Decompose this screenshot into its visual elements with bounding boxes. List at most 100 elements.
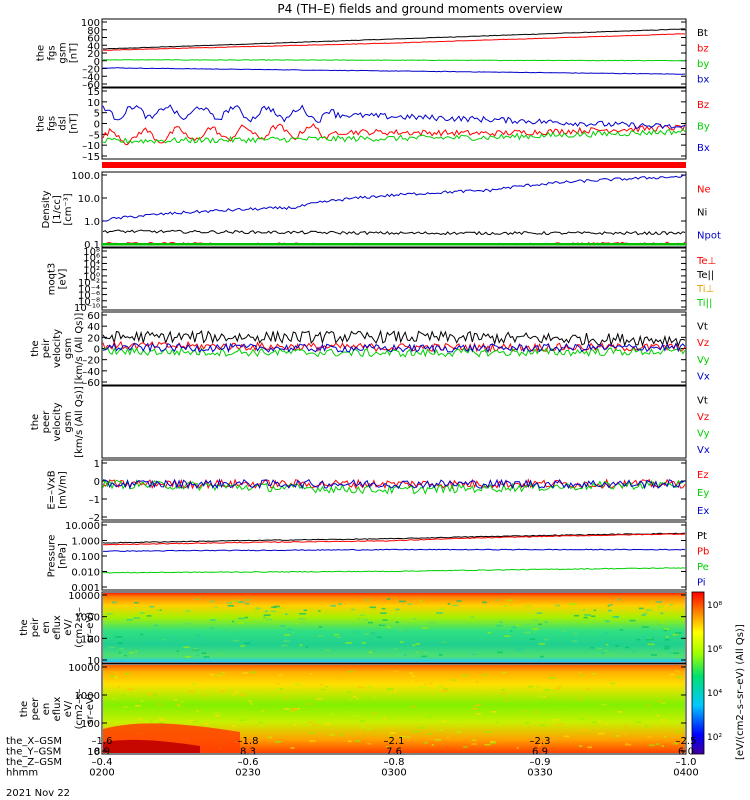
heatmap-speck	[347, 691, 352, 693]
legend-Pe: Pe	[697, 562, 709, 573]
heatmap-speck	[309, 740, 316, 742]
heatmap-speck	[239, 693, 246, 696]
heatmap-speck	[293, 724, 297, 726]
heatmap-speck	[593, 609, 597, 612]
heatmap-speck	[510, 630, 513, 632]
heatmap-speck	[538, 690, 541, 692]
series-Pe	[102, 567, 686, 574]
heatmap-speck	[191, 683, 197, 685]
heatmap-speck	[582, 729, 589, 731]
heatmap-speck	[381, 607, 386, 610]
heatmap-speck	[312, 724, 319, 726]
heatmap-speck	[363, 619, 369, 621]
ytick-label: 60	[87, 34, 100, 45]
legend-Pb: Pb	[697, 546, 709, 557]
heatmap-speck	[290, 747, 295, 749]
y-axis-label: Pressure[nPa]	[47, 535, 69, 578]
ytick-label: 10²	[83, 266, 100, 277]
heatmap-speck	[590, 615, 596, 618]
y-axis-label-line: [km/s (All Qs)]	[74, 386, 85, 458]
series-Pi	[102, 548, 686, 552]
legend-bx: bx	[697, 74, 709, 85]
heatmap-speck	[251, 692, 258, 695]
heatmap-speck	[226, 602, 233, 604]
legend-Te||: Te||	[696, 270, 714, 281]
heatmap-speck	[578, 698, 582, 700]
heatmap-speck	[111, 697, 118, 700]
heatmap-speck	[608, 609, 612, 612]
colorbar-tick-label: 10⁸	[707, 601, 722, 611]
heatmap-speck	[367, 686, 372, 688]
heatmap-speck	[250, 671, 257, 673]
heatmap-speck	[516, 624, 519, 627]
heatmap-speck	[149, 720, 153, 722]
heatmap-speck	[278, 674, 283, 676]
ytick-label: 10⁴	[83, 259, 100, 270]
orbit-value: 0400	[673, 768, 698, 779]
heatmap-speck	[656, 601, 663, 603]
heatmap-speck	[263, 616, 266, 619]
heatmap-speck	[388, 735, 391, 738]
heatmap-speck	[196, 634, 200, 636]
heatmap-speck	[543, 695, 546, 698]
heatmap-speck	[230, 600, 237, 603]
ytick-label: 60	[87, 311, 100, 322]
ytick-label: 0	[94, 345, 100, 356]
heatmap-speck	[590, 646, 594, 649]
heatmap-speck	[412, 730, 419, 733]
legend-Ey: Ey	[697, 488, 709, 499]
heatmap-speck	[540, 724, 546, 727]
ytick-label: 15	[87, 87, 100, 98]
ytick-label: 0.001	[71, 583, 100, 594]
ytick-label: 10⁻¹⁰	[74, 303, 100, 314]
y-axis-label-line: en	[41, 703, 52, 716]
heatmap-speck	[526, 624, 531, 626]
y-axis-label-line: the	[19, 619, 30, 635]
colorbar: 10⁸ 10⁶ 10⁴ 10² [eV/(cm2–s–sr–eV) (All Qs)]	[691, 591, 746, 760]
heatmap-speck	[389, 732, 396, 734]
heatmap-speck	[442, 641, 448, 644]
heatmap-speck	[523, 710, 526, 713]
heatmap-speck	[471, 707, 478, 710]
heatmap-speck	[592, 673, 597, 675]
heatmap-speck	[441, 720, 447, 723]
status-bar-red	[102, 162, 686, 168]
heatmap-speck	[232, 620, 235, 623]
heatmap-speck	[659, 624, 663, 626]
heatmap-speck	[428, 682, 433, 685]
heatmap-speck	[550, 700, 557, 703]
heatmap-speck	[587, 688, 590, 690]
heatmap-speck	[669, 652, 672, 654]
heatmap-speck	[625, 743, 632, 746]
heatmap-speck	[183, 711, 189, 713]
heatmap-speck	[185, 610, 190, 612]
heatmap-speck	[110, 678, 114, 680]
heatmap-speck	[283, 710, 288, 712]
heatmap-speck	[146, 615, 152, 617]
heatmap-speck	[338, 603, 342, 605]
colorbar-label: [eV/(cm2–s–sr–eV) (All Qs)]	[735, 624, 746, 760]
y-axis-label-line: velocity	[52, 402, 63, 441]
heatmap-speck	[354, 714, 358, 717]
heatmap-speck	[305, 646, 309, 648]
heatmap-speck	[292, 639, 299, 641]
heatmap-speck	[539, 655, 544, 658]
heatmap-speck	[303, 609, 308, 612]
legend-Vt: Vt	[697, 321, 708, 332]
heatmap-speck	[258, 721, 263, 724]
heatmap-speck	[444, 688, 449, 690]
heatmap-speck	[536, 612, 543, 614]
heatmap-speck	[490, 741, 496, 743]
heatmap-speck	[279, 688, 284, 690]
heatmap-speck	[505, 699, 509, 702]
heatmap-speck	[246, 599, 250, 601]
orbit-value: –0.6	[238, 757, 259, 768]
heatmap-speck	[159, 719, 165, 721]
colorbar-ticks: 10⁸ 10⁶ 10⁴ 10²	[707, 601, 722, 743]
heatmap-speck	[308, 721, 314, 723]
heatmap-speck	[498, 687, 502, 689]
heatmap-speck	[153, 693, 158, 696]
orbit-value: –1.0	[676, 757, 697, 768]
orbit-value: 0230	[235, 768, 260, 779]
